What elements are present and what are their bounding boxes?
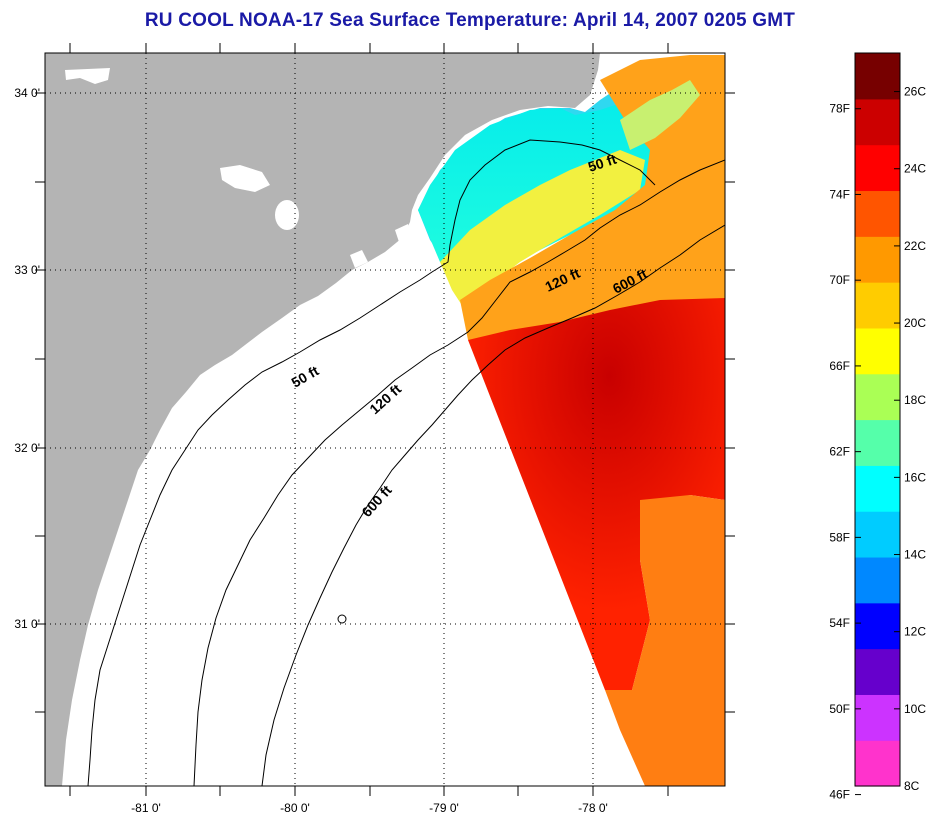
colorbar-celsius-label: 10C [904, 702, 926, 716]
colorbar-fahrenheit-label: 62F [829, 445, 850, 459]
lat-label-33: 33 0' [14, 263, 40, 277]
lon-label-81: -81 0' [131, 801, 161, 815]
lat-label-34: 34 0' [14, 86, 40, 100]
colorbar-band [855, 327, 900, 375]
land-area [45, 53, 600, 786]
isobath-50ft [87, 139, 656, 786]
inland-no-data-patches [65, 68, 412, 268]
colorbar-celsius-label: 20C [904, 316, 926, 330]
sst-swath-yellow [440, 150, 645, 310]
colorbar-celsius-labels: 26C 24C 22C 20C 18C 16C 14C 12C 10C 8C [904, 85, 926, 793]
lon-label-80: -80 0' [280, 801, 310, 815]
colorbar-band [855, 53, 900, 100]
colorbar-fahrenheit-label: 70F [829, 273, 850, 287]
colorbar: 78F 74F 70F 66F 62F 58F 54F 50F 46F 26C 24C 22C 20C… [829, 52, 926, 802]
isobath-120ft [193, 159, 725, 786]
lon-label-78: -78 0' [578, 801, 608, 815]
colorbar-fahrenheit-label: 66F [829, 359, 850, 373]
isobath-600ft [261, 224, 725, 786]
longitude-labels: -81 0' -80 0' -79 0' -78 0' [131, 801, 608, 815]
colorbar-celsius-label: 24C [904, 162, 926, 176]
colorbar-band [855, 511, 900, 558]
colorbar-celsius-label: 26C [904, 85, 926, 99]
colorbar-fahrenheit-label: 74F [829, 187, 850, 201]
colorbar-fahrenheit-labels: 78F 74F 70F 66F 62F 58F 54F 50F 46F [829, 102, 850, 802]
axis-ticks [35, 43, 735, 796]
colorbar-fahrenheit-label: 50F [829, 702, 850, 716]
isobath-closed-contour [337, 614, 347, 624]
colorbar-band [855, 694, 900, 741]
colorbar-band [855, 98, 900, 146]
colorbar-ticks [855, 91, 900, 796]
colorbar-fahrenheit-label: 78F [829, 102, 850, 116]
isobath-contours [87, 139, 725, 786]
lat-label-32: 32 0' [14, 441, 40, 455]
colorbar-band [855, 648, 900, 695]
colorbar-celsius-label: 12C [904, 625, 926, 639]
colorbar-band [855, 465, 900, 512]
colorbar-celsius-label: 14C [904, 548, 926, 562]
colorbar-fahrenheit-label: 54F [829, 616, 850, 630]
colorbar-celsius-label: 16C [904, 470, 926, 484]
sst-swath-red [468, 298, 725, 690]
map-frame [44, 52, 726, 787]
lat-lon-grid [45, 53, 725, 786]
colorbar-fahrenheit-label: 46F [829, 788, 850, 802]
colorbar-band [855, 556, 900, 604]
lon-label-79: -79 0' [429, 801, 459, 815]
colorbar-band [855, 373, 900, 421]
colorbar-band [855, 602, 900, 650]
colorbar-band [855, 740, 900, 787]
colorbar-band [855, 282, 900, 329]
sst-swath-yellow-green-north [620, 80, 700, 150]
colorbar-band [855, 190, 900, 237]
lat-label-31: 31 0' [14, 617, 40, 631]
latitude-labels: 34 0' 33 0' 32 0' 31 0' [14, 86, 40, 631]
colorbar-band [855, 144, 900, 192]
map-title: RU COOL NOAA-17 Sea Surface Temperature:… [144, 10, 796, 31]
colorbar-band [855, 236, 900, 283]
colorbar-celsius-label: 22C [904, 239, 926, 253]
colorbar-bands [855, 53, 900, 787]
colorbar-fahrenheit-label: 58F [829, 530, 850, 544]
colorbar-band [855, 419, 900, 466]
map-panel: 50 ft 120 ft 600 ft 50 ft 120 ft 600 ft [45, 53, 725, 786]
sst-swath-orange-south [605, 495, 725, 786]
colorbar-celsius-label: 8C [904, 779, 920, 793]
colorbar-frame [854, 52, 901, 787]
colorbar-celsius-label: 18C [904, 393, 926, 407]
